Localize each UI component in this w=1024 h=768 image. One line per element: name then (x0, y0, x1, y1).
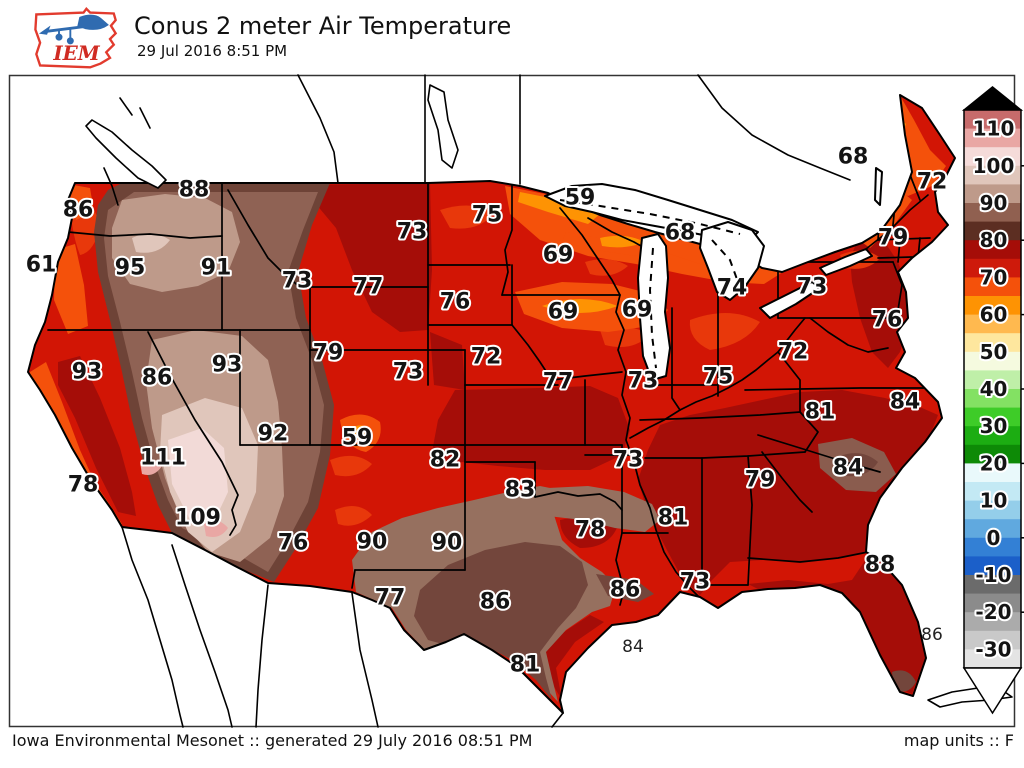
station-value-label: 111 (140, 446, 186, 471)
station-value-label: 81 (658, 506, 689, 531)
station-value-label: 76 (872, 308, 903, 333)
footer-map-units: map units :: F (904, 731, 1014, 750)
station-value-label: 78 (575, 518, 606, 543)
station-value-label: 79 (878, 226, 909, 251)
iem-temperature-map-page: IEM Conus 2 meter Air Temperature 29 Jul… (0, 0, 1024, 768)
conus-temperature-map: 86 88 61 95 91 73 77 73 75 59 69 68 76 69 69 74 73 68 72 79… (0, 0, 1024, 768)
station-value-label: 73 (613, 448, 644, 473)
colorbar-tick-label: 30 (980, 414, 1008, 438)
station-value-label: 81 (805, 400, 836, 425)
lake-champlain (875, 168, 882, 205)
station-value-label: 69 (543, 243, 574, 268)
colorbar-tick-label: -20 (975, 600, 1011, 624)
footer-credit: Iowa Environmental Mesonet :: generated … (12, 731, 532, 750)
station-value-label: 91 (201, 256, 232, 281)
station-value-label: 95 (115, 256, 146, 281)
station-value-label: 69 (548, 300, 579, 325)
colorbar-tick-label: 80 (980, 228, 1008, 252)
station-value-label: 86 (480, 590, 511, 615)
station-value-label: 72 (471, 345, 502, 370)
station-value-label: 93 (72, 360, 103, 385)
colorbar-tick-label: 20 (980, 451, 1008, 475)
station-value-label: 75 (472, 203, 503, 228)
station-value-label: 92 (258, 422, 289, 447)
station-value-label: 81 (510, 653, 541, 678)
colorbar-tick-label: -30 (975, 637, 1011, 661)
station-value-label: 76 (278, 531, 309, 556)
station-value-label: 72 (778, 340, 809, 365)
station-value-label: 73 (397, 220, 428, 245)
colorbar-tick-label: 100 (973, 154, 1015, 178)
station-value-label: 84 (890, 390, 921, 415)
station-value-label: 79 (313, 341, 344, 366)
station-value-label: 61 (26, 253, 57, 278)
sea-value-label: 86 (921, 625, 943, 645)
station-value-label: 88 (179, 178, 210, 203)
colorbar-tick-label: 110 (973, 117, 1015, 141)
station-value-label: 75 (703, 365, 734, 390)
colorbar-tick-label: 0 (987, 526, 1001, 550)
station-value-label: 109 (175, 506, 221, 531)
station-value-label: 84 (833, 456, 864, 481)
station-value-label: 73 (797, 275, 828, 300)
colorbar-tick-label: 70 (980, 265, 1008, 289)
station-value-label: 69 (622, 298, 653, 323)
station-value-label: 73 (628, 369, 659, 394)
station-value-label: 90 (357, 530, 388, 555)
station-value-label: 86 (63, 198, 94, 223)
colorbar-tick-label: 10 (980, 489, 1008, 513)
station-value-label: 77 (543, 370, 574, 395)
station-value-label: 59 (565, 186, 596, 211)
colorbar-tick-label: 90 (980, 191, 1008, 215)
station-value-label: 59 (342, 426, 373, 451)
station-value-label: 72 (917, 170, 948, 195)
station-value-label: 83 (505, 478, 536, 503)
station-value-label: 90 (432, 531, 463, 556)
station-value-label: 93 (212, 353, 243, 378)
station-value-label: 73 (393, 360, 424, 385)
station-value-label: 73 (282, 269, 313, 294)
station-value-label: 79 (745, 468, 776, 493)
colorbar-tick-label: 60 (980, 303, 1008, 327)
temperature-colorbar: 1101009080706050403020100-10-20-30 (964, 87, 1024, 713)
station-value-label: 88 (865, 553, 896, 578)
station-value-label: 77 (375, 586, 406, 611)
station-value-label: 82 (430, 448, 461, 473)
station-value-label: 76 (440, 290, 471, 315)
station-value-label: 68 (665, 221, 696, 246)
colorbar-tick-label: -10 (975, 563, 1011, 587)
station-value-label: 86 (142, 366, 173, 391)
station-value-label: 86 (610, 578, 641, 603)
colorbar-tick-label: 40 (980, 377, 1008, 401)
station-value-label: 73 (680, 570, 711, 595)
sea-value-label: 84 (622, 637, 644, 657)
station-value-label: 68 (838, 145, 869, 170)
colorbar-tick-label: 50 (980, 340, 1008, 364)
station-value-label: 77 (353, 275, 384, 300)
station-value-label: 74 (717, 276, 748, 301)
station-value-label: 78 (68, 473, 99, 498)
